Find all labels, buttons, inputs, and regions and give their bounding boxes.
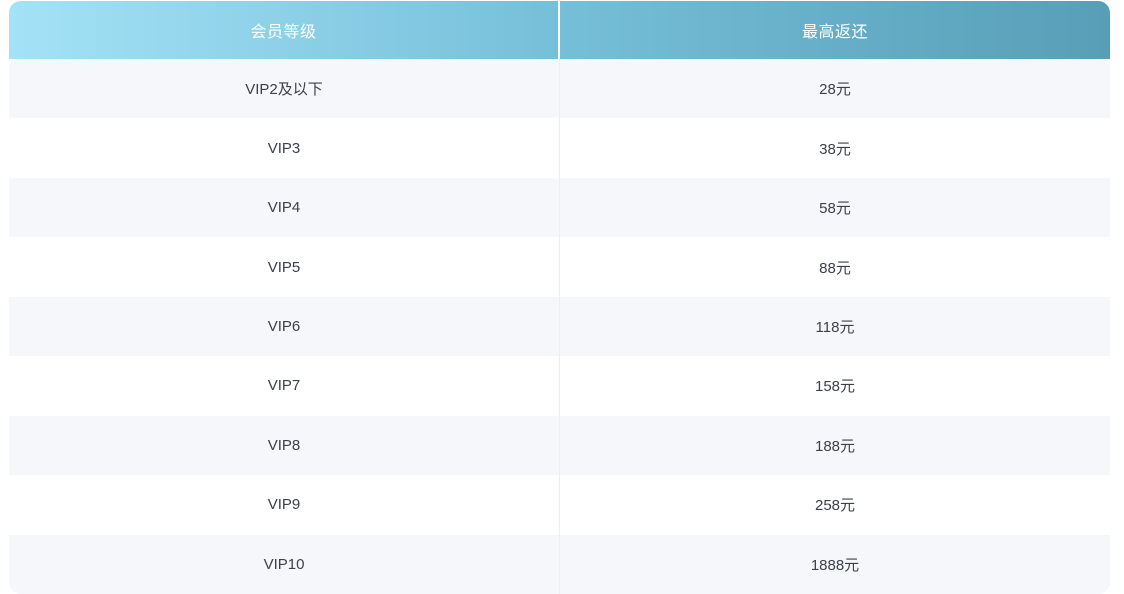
header-cell-member-level: 会员等级: [9, 1, 560, 59]
table-row: VIP5 88元: [9, 237, 1110, 297]
table-header-row: 会员等级 最高返还: [9, 1, 1110, 59]
table-row: VIP10 1888元: [9, 534, 1110, 594]
table-row: VIP4 58元: [9, 177, 1110, 238]
header-cell-max-return: 最高返还: [801, 24, 868, 41]
cell-max-return: 158元: [814, 378, 856, 396]
cell-max-return: 188元: [814, 437, 856, 455]
cell-max-return: 28元: [819, 81, 851, 99]
table-row: VIP9 258元: [9, 475, 1110, 535]
cell-member-level: VIP3: [9, 118, 560, 178]
cell-member-level: VIP7: [9, 356, 560, 416]
cell-max-return: 58元: [819, 200, 851, 218]
vip-rebate-table: 会员等级 最高返还 VIP2及以下 28元 VIP3 38元 VIP4 58元 …: [9, 1, 1110, 594]
cell-member-level: VIP9: [9, 475, 560, 535]
cell-member-level: VIP6: [9, 296, 560, 357]
table-row: VIP2及以下 28元: [9, 59, 1110, 119]
cell-member-level: VIP4: [9, 177, 560, 238]
cell-max-return: 88元: [819, 259, 851, 277]
table-body: VIP2及以下 28元 VIP3 38元 VIP4 58元 VIP5 88元 V…: [9, 59, 1110, 594]
cell-member-level: VIP8: [9, 415, 560, 476]
cell-member-level: VIP2及以下: [9, 59, 560, 119]
cell-member-level: VIP5: [9, 237, 560, 297]
cell-member-level: VIP10: [9, 534, 560, 594]
table-row: VIP3 38元: [9, 118, 1110, 178]
table-row: VIP8 188元: [9, 415, 1110, 476]
cell-max-return: 118元: [815, 318, 855, 336]
table-row: VIP7 158元: [9, 356, 1110, 416]
cell-max-return: 258元: [814, 497, 856, 515]
table-row: VIP6 118元: [9, 296, 1110, 357]
cell-max-return: 1888元: [810, 556, 860, 574]
cell-max-return: 38元: [819, 140, 851, 158]
